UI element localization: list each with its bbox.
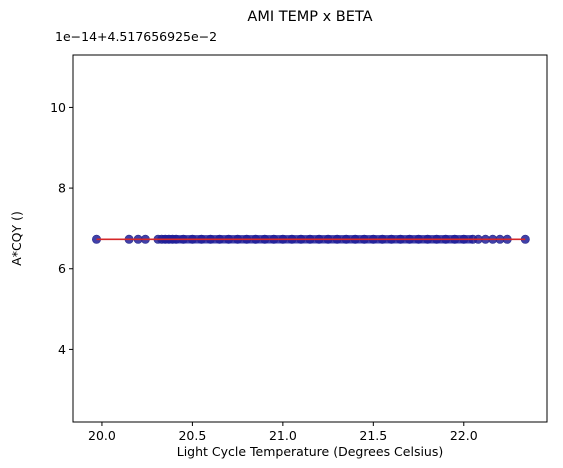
chart-title: AMI TEMP x BETA bbox=[247, 9, 372, 25]
x-tick-label: 21.0 bbox=[269, 428, 297, 443]
x-axis-label: Light Cycle Temperature (Degrees Celsius… bbox=[177, 444, 444, 459]
y-tick-label: 6 bbox=[58, 261, 66, 276]
x-tick-label: 20.0 bbox=[88, 428, 116, 443]
y-axis-offset-text: 1e−14+4.517656925e−2 bbox=[55, 29, 217, 44]
y-axis-label: A*CQY () bbox=[9, 211, 24, 266]
plot-frame bbox=[72, 54, 548, 423]
plot-area bbox=[92, 234, 530, 244]
y-axis-ticks: 4 6 8 10 bbox=[50, 100, 73, 357]
x-tick-label: 21.5 bbox=[359, 428, 387, 443]
x-tick-label: 22.0 bbox=[450, 428, 478, 443]
x-tick-label: 20.5 bbox=[178, 428, 206, 443]
y-tick-label: 10 bbox=[50, 100, 66, 115]
y-tick-label: 8 bbox=[58, 181, 66, 196]
y-tick-label: 4 bbox=[58, 342, 66, 357]
x-axis-ticks: 20.0 20.5 21.0 21.5 22.0 bbox=[88, 422, 478, 443]
